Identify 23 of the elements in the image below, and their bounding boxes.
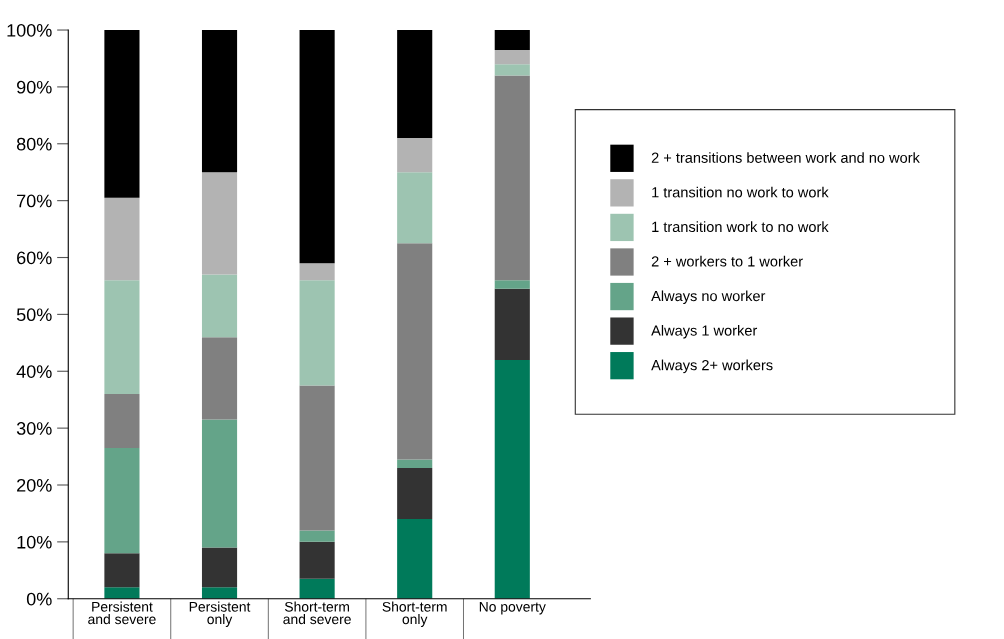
y-tick-label: 10% xyxy=(17,535,52,549)
y-tick-label: 30% xyxy=(16,422,52,435)
legend-label: Always no worker xyxy=(651,290,766,305)
x-tick-label: Persistent and severe xyxy=(88,601,156,625)
x-tick-label: Short-term only xyxy=(382,601,447,627)
y-tick-label: 80% xyxy=(16,137,52,151)
y-tick-label: 60% xyxy=(17,251,52,265)
x-tick-label: Short-term and severe xyxy=(283,601,351,625)
y-tick-label: 90% xyxy=(17,80,52,94)
y-tick-label: 20% xyxy=(17,478,52,492)
y-tick-label: 40% xyxy=(16,365,52,378)
legend-label: 1 transition work to no work xyxy=(652,221,829,233)
y-tick-label: 50% xyxy=(16,308,52,322)
x-tick-label: Persistent only xyxy=(189,601,251,627)
y-tick-label: 0% xyxy=(26,592,52,606)
legend-label: 2 + transitions between work and no work xyxy=(651,152,920,163)
x-tick-label: No poverty xyxy=(479,602,546,615)
y-tick-label: 70% xyxy=(17,194,52,208)
y-tick-label: 100% xyxy=(7,23,52,37)
legend-label: 2 + workers to 1 worker xyxy=(651,255,803,267)
legend-label: Always 1 worker xyxy=(651,324,758,339)
legend-label: Always 2+ workers xyxy=(651,359,773,374)
legend-label: 1 transition no work to work xyxy=(652,186,829,198)
